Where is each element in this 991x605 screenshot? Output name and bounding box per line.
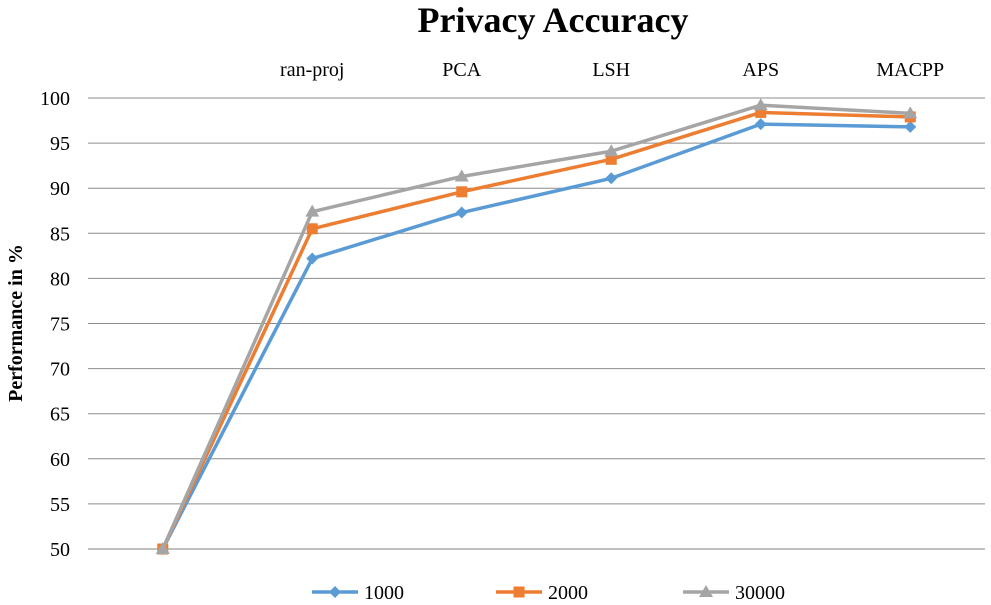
legend-label: 1000 bbox=[364, 582, 404, 604]
category-label: APS bbox=[742, 59, 779, 81]
y-tick-label: 100 bbox=[40, 88, 70, 110]
data-point-square bbox=[605, 153, 617, 165]
data-point-triangle bbox=[604, 144, 619, 157]
data-point-triangle bbox=[454, 169, 469, 182]
series-line bbox=[161, 122, 911, 550]
legend-label: 30000 bbox=[735, 582, 785, 604]
y-tick-label: 85 bbox=[50, 223, 70, 245]
data-point-diamond bbox=[329, 586, 341, 598]
data-point-diamond bbox=[754, 118, 767, 131]
y-tick-label: 75 bbox=[50, 314, 70, 336]
data-point-square bbox=[513, 586, 525, 598]
series-2000 bbox=[157, 106, 916, 555]
category-label: MACPP bbox=[876, 59, 944, 81]
legend: 1000 2000 30000 bbox=[312, 582, 785, 604]
data-point-square bbox=[306, 223, 318, 235]
data-point-diamond bbox=[306, 252, 319, 265]
y-tick-label: 95 bbox=[50, 133, 70, 155]
category-label: LSH bbox=[592, 59, 630, 81]
category-label: PCA bbox=[442, 59, 481, 81]
series-line bbox=[161, 103, 911, 550]
y-axis-label: Performance in % bbox=[5, 244, 27, 402]
category-labels: ran-proj PCA LSH APS MACPP bbox=[280, 59, 944, 81]
legend-item-1000: 1000 bbox=[312, 582, 404, 604]
y-tick-label: 50 bbox=[50, 539, 70, 561]
series-1000 bbox=[156, 118, 917, 555]
y-tick-label: 90 bbox=[50, 178, 70, 200]
y-axis-ticks: 50 55 60 65 70 75 80 85 90 95 100 bbox=[40, 88, 70, 561]
data-point-diamond bbox=[904, 120, 917, 133]
data-point-triangle bbox=[155, 542, 170, 554]
data-point-diamond bbox=[605, 172, 618, 185]
y-tick-label: 70 bbox=[50, 359, 70, 381]
series-lines bbox=[155, 98, 918, 555]
gridlines bbox=[88, 97, 985, 550]
data-point-square bbox=[755, 106, 767, 118]
y-tick-label: 65 bbox=[50, 404, 70, 426]
data-point-triangle bbox=[699, 585, 713, 597]
y-tick-label: 60 bbox=[50, 449, 70, 471]
data-point-triangle bbox=[753, 98, 768, 111]
category-label: ran-proj bbox=[280, 59, 344, 81]
y-tick-label: 55 bbox=[50, 494, 70, 516]
data-point-square bbox=[456, 186, 468, 198]
y-tick-label: 80 bbox=[50, 268, 70, 290]
data-point-diamond bbox=[455, 206, 468, 219]
legend-item-2000: 2000 bbox=[496, 582, 588, 604]
data-point-triangle bbox=[903, 106, 918, 119]
series-line bbox=[161, 110, 911, 550]
data-point-triangle bbox=[305, 204, 320, 217]
chart-title: Privacy Accuracy bbox=[418, 0, 689, 40]
series-30000 bbox=[155, 98, 918, 554]
legend-item-30000: 30000 bbox=[683, 582, 785, 604]
legend-label: 2000 bbox=[548, 582, 588, 604]
